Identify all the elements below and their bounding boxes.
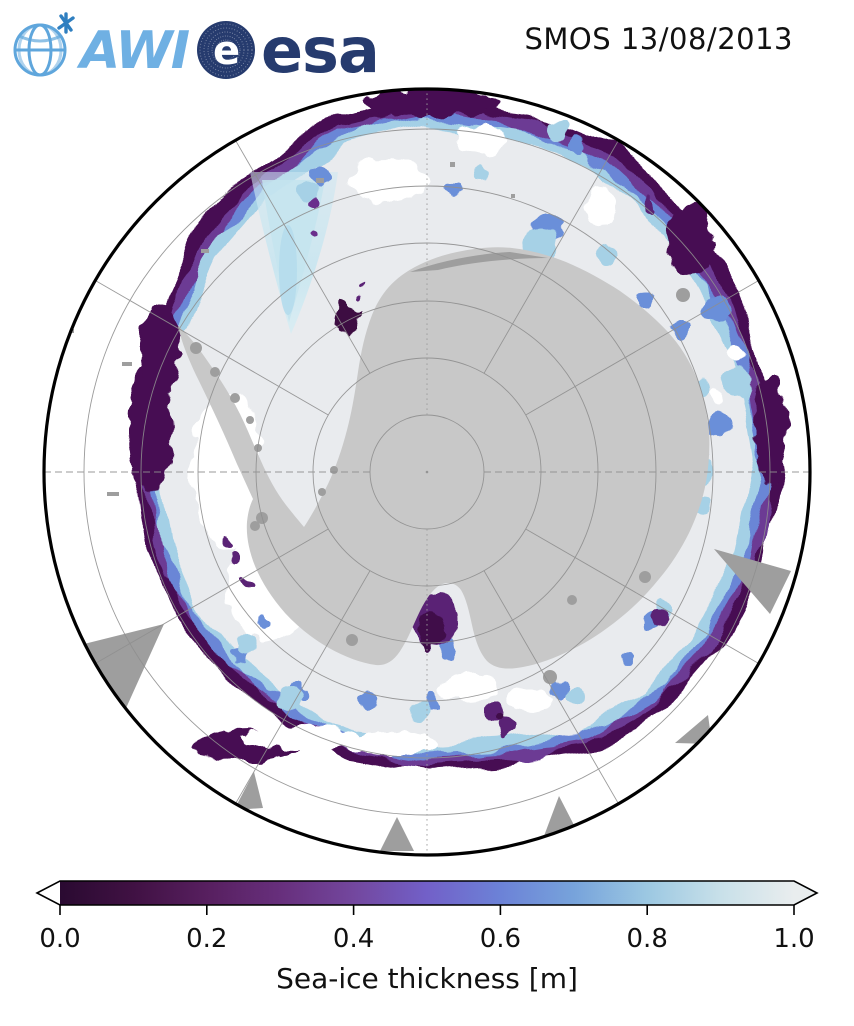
tick-label-5: 1.0 — [773, 924, 814, 954]
esa-logo: e esa — [193, 12, 408, 91]
weddell-plume-fan — [250, 172, 338, 334]
colorbar-tick-labels: 0.0 0.2 0.4 0.6 0.8 1.0 — [39, 924, 814, 954]
pole-point — [425, 470, 429, 474]
esa-disc-icon: e — [197, 21, 255, 79]
tick-label-1: 0.2 — [186, 924, 227, 954]
thin-ice-edge-patches — [128, 89, 786, 761]
polynya-patches — [224, 198, 669, 733]
colorbar-arrow-right — [794, 881, 817, 905]
awi-globe-icon — [13, 23, 67, 77]
map-canvas — [44, 89, 810, 855]
graticule — [44, 89, 810, 855]
colorbar-ticks — [59, 905, 795, 915]
colorbar-gradient — [60, 881, 794, 905]
tick-label-4: 0.8 — [627, 924, 668, 954]
svg-text:e: e — [213, 28, 240, 74]
figure-title: SMOS 13/08/2013 — [524, 22, 793, 56]
colorbar: 0.0 0.2 0.4 0.6 0.8 1.0 Sea-ice thicknes… — [35, 880, 819, 995]
colorbar-label: Sea-ice thickness [m] — [276, 962, 578, 995]
awi-logo-text: AWI — [76, 21, 190, 81]
colorbar-arrow-left — [37, 881, 60, 905]
map-boundary — [42, 87, 812, 857]
tick-label-3: 0.6 — [480, 924, 521, 954]
awi-star-icon — [57, 12, 75, 34]
esa-logo-text: esa — [261, 14, 379, 87]
tick-label-2: 0.4 — [333, 924, 374, 954]
awi-logo: AWI — [6, 10, 201, 86]
tick-label-0: 0.0 — [39, 924, 80, 954]
